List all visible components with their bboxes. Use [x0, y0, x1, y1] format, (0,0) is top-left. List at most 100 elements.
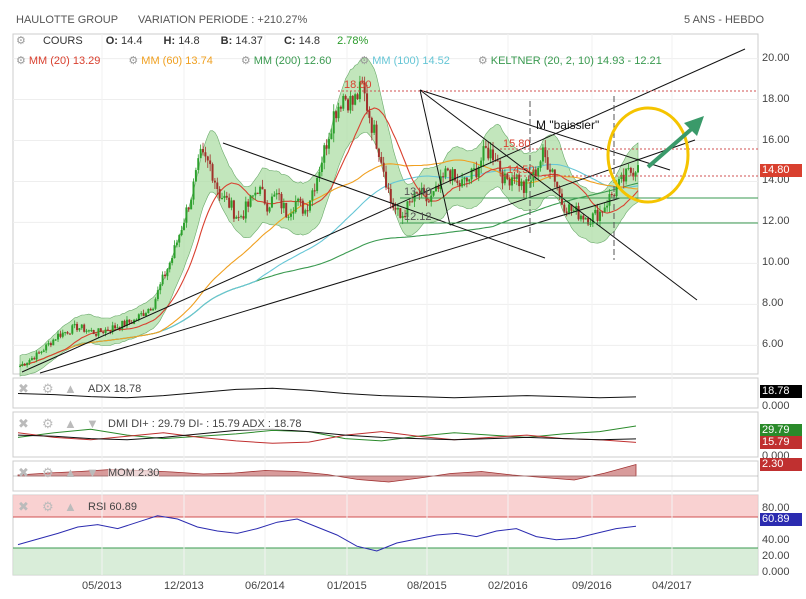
candle-body-170 [423, 188, 426, 192]
candle-body-6 [33, 358, 36, 360]
candle-body-249 [610, 194, 613, 196]
adx-zero-tick: 0.000 [762, 400, 790, 412]
candle-body-124 [313, 190, 316, 192]
rsi-value: 60.89 [109, 501, 137, 513]
candle-body-5 [30, 358, 33, 361]
x-tick-label: 05/2013 [82, 580, 122, 592]
candle-body-121 [306, 210, 309, 212]
candle-body-151 [377, 148, 380, 157]
level-1450-label: 14.50 [507, 164, 535, 176]
candle-body-84 [218, 188, 221, 199]
candle-body-3 [26, 362, 29, 366]
dmi-up-icon[interactable]: ▲ [64, 416, 77, 431]
candle-body-145 [363, 82, 366, 94]
dmi-down-icon[interactable]: ▼ [86, 416, 99, 431]
candle-body-99 [254, 192, 257, 196]
mom-gear-icon[interactable]: ⚙ [42, 465, 54, 480]
candle-body-187 [463, 177, 466, 180]
adx-gear-icon[interactable]: ⚙ [42, 381, 54, 396]
candle-body-256 [627, 167, 630, 169]
rsi-label: RSI 60.89 [88, 501, 137, 513]
gear-icon[interactable]: ⚙ [128, 55, 139, 67]
candle-body-28 [85, 330, 88, 332]
candle-body-242 [594, 209, 597, 214]
candle-body-38 [109, 330, 112, 332]
adx-label: ADX 18.78 [88, 383, 142, 395]
candle-body-193 [477, 166, 480, 178]
ma-legend-item[interactable]: ⚙ MM (100) 14.52 [359, 55, 464, 67]
candle-body-209 [515, 174, 518, 179]
candle-body-67 [178, 235, 181, 243]
candle-body-194 [480, 160, 483, 167]
candle-body-10 [42, 350, 45, 352]
mom-up-icon[interactable]: ▲ [64, 465, 77, 480]
candle-body-86 [223, 195, 226, 199]
gear-icon[interactable]: ⚙ [16, 55, 26, 67]
rsi-overbought-zone [13, 495, 758, 517]
trendline-2015-drop [419, 89, 451, 226]
candle-body-73 [192, 181, 195, 200]
candle-body-155 [387, 187, 390, 190]
candle-body-66 [175, 242, 178, 246]
candle-body-222 [546, 157, 549, 170]
candle-body-178 [442, 176, 445, 178]
period-selector[interactable]: 5 ANS - HEBDO [684, 14, 765, 26]
candle-body-16 [57, 333, 60, 340]
adx-up-icon[interactable]: ▲ [64, 381, 77, 396]
candle-body-162 [404, 215, 407, 218]
candle-body-11 [45, 344, 48, 351]
ma-legend-text: KELTNER (20, 2, 10) 14.93 - 12.21 [490, 55, 662, 67]
adx-close-icon[interactable]: ✖ [18, 381, 29, 396]
change-value: 2.78% [337, 35, 369, 47]
ma-legend-item[interactable]: ⚙ MM (60) 13.74 [128, 55, 226, 67]
ma-legend-item[interactable]: ⚙ MM (200) 12.60 [241, 55, 346, 67]
mom-down-icon[interactable]: ▼ [86, 465, 99, 480]
candle-body-128 [323, 145, 326, 163]
candle-body-189 [468, 179, 471, 182]
candle-body-114 [289, 213, 292, 217]
candle-body-231 [568, 204, 571, 213]
candle-body-77 [202, 148, 205, 153]
candle-body-181 [449, 170, 452, 181]
rsi-up-icon[interactable]: ▲ [64, 499, 77, 514]
candle-body-120 [304, 210, 307, 214]
ma-legend-item[interactable]: ⚙ MM (20) 13.29 [16, 55, 114, 67]
dmi-gear-icon[interactable]: ⚙ [42, 416, 54, 431]
mom-close-icon[interactable]: ✖ [18, 465, 29, 480]
gear-icon[interactable]: ⚙ [359, 55, 370, 67]
rsi-gear-icon[interactable]: ⚙ [42, 499, 54, 514]
ma-legend-item[interactable]: ⚙ KELTNER (20, 2, 10) 14.93 - 12.21 [478, 55, 676, 67]
candle-body-49 [135, 319, 138, 321]
candle-body-240 [589, 223, 592, 225]
candle-body-212 [522, 181, 525, 193]
gear-icon[interactable]: ⚙ [16, 35, 26, 47]
candle-body-92 [237, 216, 240, 218]
candle-body-144 [361, 81, 364, 83]
candle-body-93 [240, 216, 243, 218]
candle-body-45 [125, 319, 128, 327]
candle-body-53 [144, 313, 147, 316]
candle-body-247 [606, 205, 609, 208]
gear-icon[interactable]: ⚙ [477, 55, 488, 67]
open-label: O: [105, 35, 118, 47]
dmi-close-icon[interactable]: ✖ [18, 416, 29, 431]
candle-body-96 [247, 201, 250, 207]
candle-body-254 [622, 174, 625, 182]
rsi-close-icon[interactable]: ✖ [18, 499, 29, 514]
y-tick-label: 18.00 [762, 92, 790, 105]
candle-body-32 [95, 334, 98, 336]
candle-body-213 [525, 179, 528, 193]
candle-body-1 [21, 363, 24, 366]
candle-body-236 [579, 215, 582, 220]
mom-value: 2.30 [137, 467, 160, 479]
bullish-arrow-head [684, 116, 704, 136]
candle-body-43 [121, 320, 124, 329]
candle-body-82 [213, 180, 216, 183]
dmi-plus-badge: 29.79 [760, 424, 802, 437]
candle-body-7 [35, 352, 38, 360]
candle-body-100 [256, 192, 259, 194]
candle-body-191 [472, 168, 475, 170]
trendline-2015-support [449, 139, 696, 226]
gear-icon[interactable]: ⚙ [240, 55, 251, 67]
